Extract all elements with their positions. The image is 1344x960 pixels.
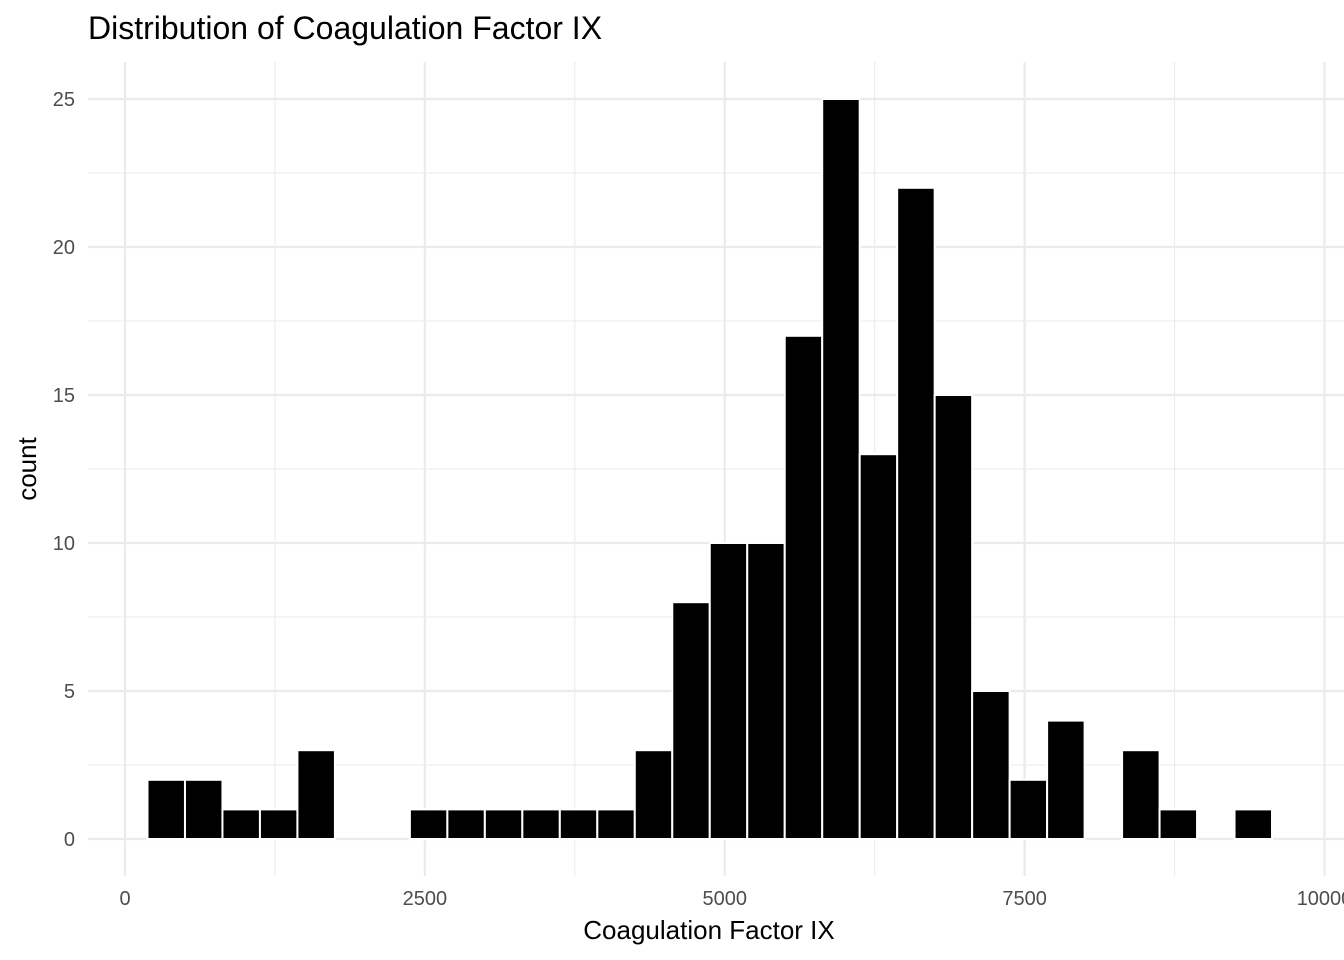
histogram-bar: [708, 542, 749, 840]
histogram-bar: [1158, 808, 1199, 841]
histogram-bar: [746, 542, 786, 840]
histogram-bar: [1121, 749, 1161, 841]
histogram-bar: [933, 394, 974, 840]
histogram-bar: [858, 453, 899, 840]
y-axis-tick-labels: 0 5 10 15 20 25: [53, 89, 75, 851]
x-tick-label: 2500: [403, 888, 448, 910]
histogram-bar: [521, 808, 561, 841]
y-tick-label: 20: [53, 237, 75, 259]
x-tick-label: 0: [119, 888, 130, 910]
histogram-bar: [146, 778, 186, 840]
histogram-bar: [633, 749, 674, 841]
histogram-bar: [783, 334, 824, 840]
histogram-bar: [821, 98, 861, 840]
histogram-bar: [596, 808, 636, 841]
y-tick-label: 15: [53, 385, 75, 407]
histogram-bar: [221, 808, 261, 841]
histogram-bar: [971, 690, 1011, 840]
y-tick-label: 0: [64, 829, 75, 851]
x-tick-label: 5000: [703, 888, 748, 910]
histogram-bar: [258, 808, 299, 841]
histogram-bar: [446, 808, 486, 841]
histogram-bar: [408, 808, 449, 841]
histogram-bar: [896, 186, 936, 841]
histogram-bar: [1233, 808, 1274, 841]
y-tick-label: 25: [53, 89, 75, 111]
histogram-bar: [1008, 778, 1049, 840]
histogram-bars: [146, 98, 1274, 841]
y-tick-label: 10: [53, 533, 75, 555]
x-tick-label: 7500: [1002, 888, 1047, 910]
histogram-bar: [483, 808, 524, 841]
histogram-bar: [1046, 719, 1086, 840]
histogram-bar: [671, 601, 711, 841]
histogram-bar: [296, 749, 336, 841]
x-axis-title: Coagulation Factor IX: [583, 915, 834, 945]
y-tick-label: 5: [64, 681, 75, 703]
y-axis-title: count: [12, 436, 42, 500]
histogram-bar: [183, 778, 224, 840]
chart-title: Distribution of Coagulation Factor IX: [88, 10, 602, 46]
histogram-bar: [558, 808, 599, 841]
